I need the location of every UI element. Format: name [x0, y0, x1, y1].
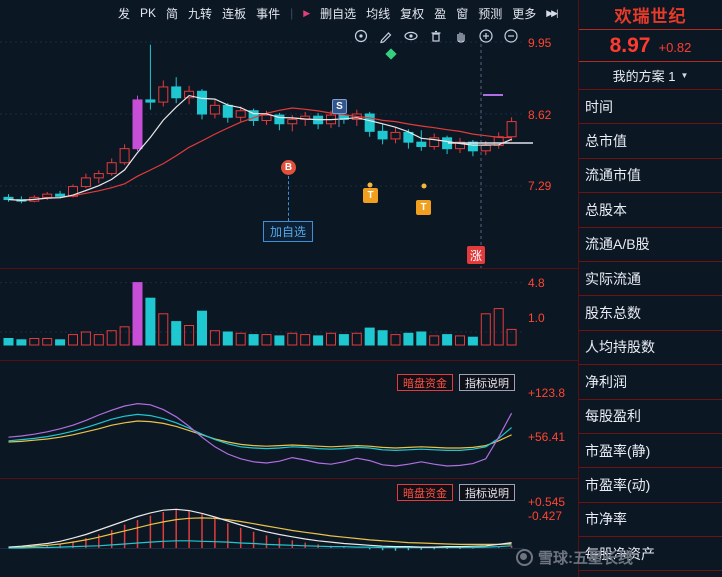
- field-bvps[interactable]: 每股净资产: [579, 537, 722, 572]
- candles: [3, 44, 517, 204]
- indicator1-value-1: +123.8: [528, 386, 566, 400]
- indicator2-value-1: +0.545: [528, 495, 566, 509]
- toolbar-item-fa[interactable]: 发: [118, 6, 131, 21]
- trash-icon[interactable]: [427, 27, 445, 45]
- indicator-help-button-1[interactable]: 指标说明: [459, 374, 515, 391]
- field-total-mktcap[interactable]: 总市值: [579, 124, 722, 159]
- field-eps[interactable]: 每股盈利: [579, 400, 722, 434]
- dark-pool-fund-button-1[interactable]: 暗盘资金: [397, 374, 453, 391]
- t-signal-marker-2[interactable]: T: [416, 200, 431, 215]
- sell-signal-marker[interactable]: S: [332, 99, 347, 114]
- toolbar-item-ma[interactable]: 均线: [366, 6, 391, 21]
- field-float-mktcap[interactable]: 流通市值: [579, 159, 722, 194]
- toolbar-item-shijian[interactable]: 事件: [256, 6, 281, 21]
- toolbar-item-pk[interactable]: PK: [140, 6, 157, 20]
- record-icon[interactable]: ▶: [303, 7, 311, 18]
- indicator-help-button-2[interactable]: 指标说明: [459, 484, 515, 501]
- chevron-down-icon: ▼: [680, 71, 689, 80]
- field-capital-reserve[interactable]: 每股公积金: [579, 571, 722, 577]
- toolbar-item-yuce[interactable]: 预测: [478, 6, 503, 21]
- watermark: 雪球:五星长线: [516, 547, 633, 568]
- field-avg-holding[interactable]: 人均持股数: [579, 331, 722, 366]
- y-label-price-mid: 8.62: [528, 108, 552, 122]
- watermark-text: 雪球:五星长线: [538, 550, 633, 567]
- toolbar-item-lianban[interactable]: 连板: [222, 6, 247, 21]
- eye-icon[interactable]: [402, 27, 420, 45]
- field-pe-dynamic[interactable]: 市盈率(动): [579, 468, 722, 503]
- fast-forward-icon[interactable]: ▶▶|: [546, 7, 558, 18]
- stock-name: 欢瑞世纪: [579, 0, 722, 30]
- xueqiu-logo-icon: [516, 549, 533, 566]
- snapshot-icon[interactable]: [352, 27, 370, 45]
- buy-marker-connector-line: [288, 176, 289, 221]
- stock-price: 8.97: [609, 34, 651, 57]
- toolbar-item-chuang[interactable]: 窗: [456, 6, 469, 21]
- price-row: 8.97 +0.82: [579, 30, 722, 62]
- stock-change: +0.82: [658, 40, 692, 55]
- toolbar: 发 PK 简 九转 连板 事件 | ▶ 删自选 均线 复权 盈 窗 预测 更多 …: [0, 0, 578, 26]
- ma-lines: [8, 94, 512, 202]
- field-pe-static[interactable]: 市盈率(静): [579, 434, 722, 469]
- indicator2-value-2: -0.427: [528, 509, 563, 523]
- field-holder-count[interactable]: 股东总数: [579, 296, 722, 331]
- toolbar-item-delete-watchlist[interactable]: 删自选: [320, 6, 357, 21]
- rise-event-badge[interactable]: 涨: [467, 246, 485, 264]
- stock-info-panel: 欢瑞世纪 8.97 +0.82 我的方案 1 ▼ 时间 总市值 流通市值 总股本…: [578, 0, 722, 577]
- hand-icon[interactable]: [452, 27, 470, 45]
- toolbar-item-jian[interactable]: 简: [166, 6, 179, 21]
- kline-chart[interactable]: [0, 0, 578, 577]
- y-label-price-high: 9.95: [528, 36, 552, 50]
- my-plan-selector[interactable]: 我的方案 1 ▼: [579, 62, 722, 90]
- field-float-ab-shares[interactable]: 流通A/B股: [579, 228, 722, 262]
- field-net-profit[interactable]: 净利润: [579, 365, 722, 400]
- t-signal-marker-1[interactable]: T: [363, 188, 378, 203]
- y-label-volume-low: 1.0: [528, 311, 545, 325]
- y-label-volume-high: 4.8: [528, 276, 545, 290]
- field-time[interactable]: 时间: [579, 90, 722, 125]
- indicator1-value-2: +56.41: [528, 430, 566, 444]
- y-label-price-low: 7.29: [528, 179, 552, 193]
- toolbar-item-jiuzhuan[interactable]: 九转: [188, 6, 213, 21]
- volume-bars: [3, 282, 517, 346]
- my-plan-label: 我的方案 1: [612, 69, 676, 84]
- toolbar-item-fuquan[interactable]: 复权: [400, 6, 425, 21]
- indicator1-lines: [8, 402, 513, 467]
- field-actual-float[interactable]: 实际流通: [579, 262, 722, 297]
- toolbar-separator: |: [290, 6, 294, 20]
- field-total-shares[interactable]: 总股本: [579, 193, 722, 228]
- zoom-in-icon[interactable]: [477, 27, 495, 45]
- zoom-out-icon[interactable]: [502, 27, 520, 45]
- buy-signal-marker[interactable]: B: [281, 160, 296, 175]
- pen-icon[interactable]: [377, 27, 395, 45]
- toolbar-item-more[interactable]: 更多: [512, 6, 537, 21]
- dark-pool-fund-button-2[interactable]: 暗盘资金: [397, 484, 453, 501]
- drawing-toolbar: [352, 27, 520, 45]
- indicator2: [8, 508, 513, 551]
- toolbar-item-ying[interactable]: 盈: [434, 6, 447, 21]
- annotations: [338, 38, 533, 268]
- field-pb[interactable]: 市净率: [579, 503, 722, 538]
- add-watchlist-button[interactable]: 加自选: [263, 221, 314, 242]
